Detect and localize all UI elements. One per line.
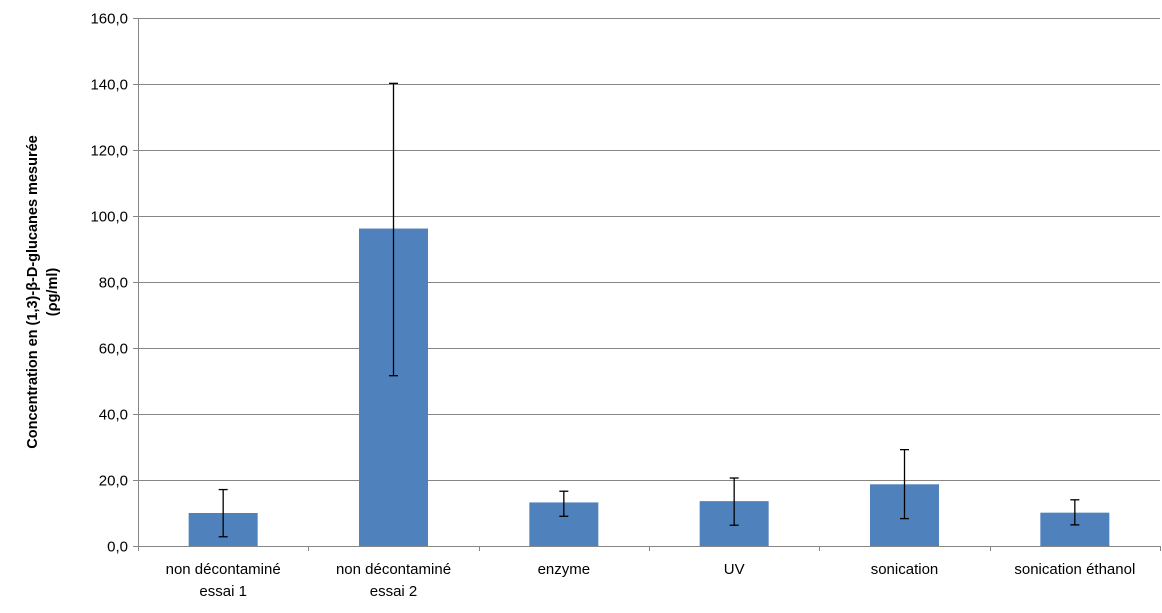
y-tick-label: 100,0	[90, 209, 128, 226]
error-bars	[218, 82, 1080, 538]
x-category-label: sonication	[871, 561, 939, 578]
x-category-label: non décontaminé essai 2	[336, 561, 451, 600]
axes	[138, 18, 1161, 551]
x-category-label: enzyme	[538, 561, 591, 578]
bars	[188, 228, 1110, 547]
y-tick-label: 0,0	[107, 539, 128, 556]
y-axis-tick-labels: 0,0 20,0 40,0 60,0 80,0 100,0 120,0 140,0 160,0	[90, 11, 128, 556]
y-tick-label: 60,0	[99, 341, 128, 358]
y-tick-label: 160,0	[90, 11, 128, 28]
y-tick-label: 40,0	[99, 407, 128, 424]
x-category-label: non décontaminé essai 1	[166, 561, 281, 600]
x-axis-category-labels: non décontaminé essai 1 non décontaminé ess…	[166, 561, 1136, 600]
x-category-label: UV	[724, 561, 745, 578]
y-tick-label: 20,0	[99, 473, 128, 490]
gridlines	[133, 18, 1160, 547]
y-tick-label: 120,0	[90, 143, 128, 160]
y-tick-label: 140,0	[90, 77, 128, 94]
y-axis-label: Concentration en (1,3)-β-D-glucanes mesu…	[25, 135, 61, 448]
x-category-label: sonication éthanol	[1014, 561, 1135, 578]
y-tick-label: 80,0	[99, 275, 128, 292]
